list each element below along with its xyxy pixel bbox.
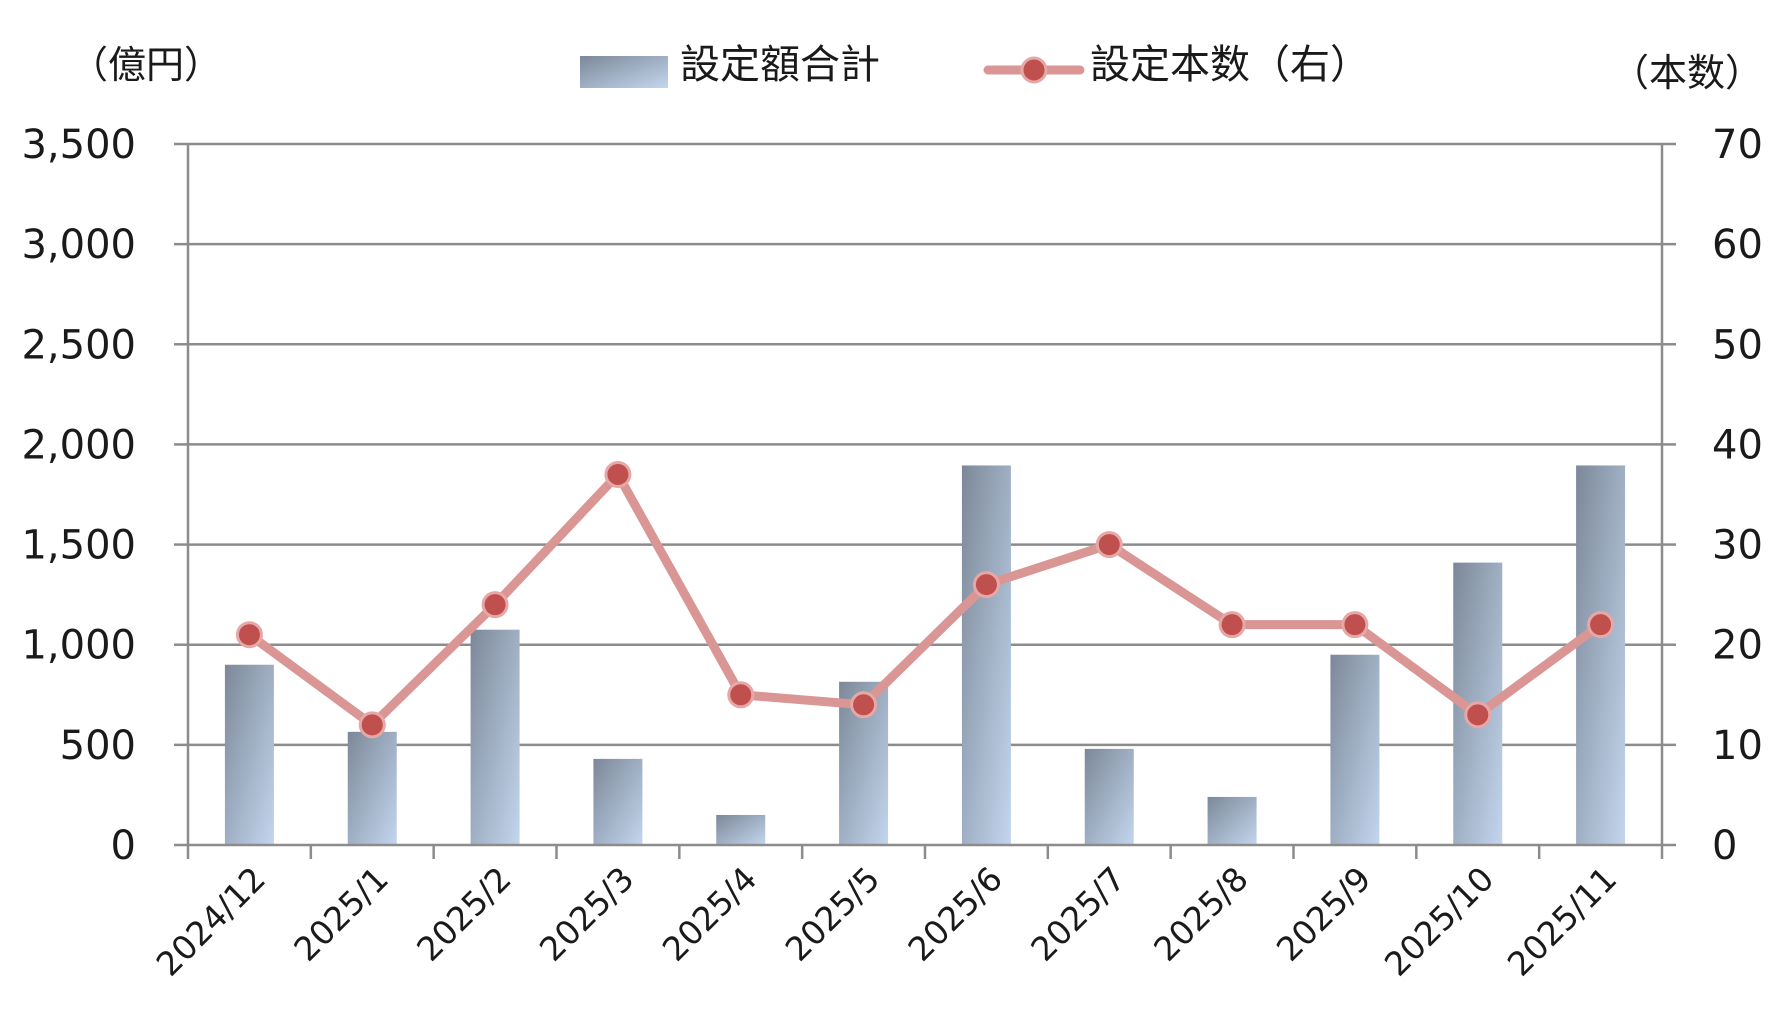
left-axis-tick-label: 2,000: [21, 422, 136, 468]
left-axis-tick-label: 500: [60, 723, 136, 769]
left-axis-tick-label: 2,500: [21, 322, 136, 368]
x-axis-tick-label: 2025/4: [655, 859, 765, 969]
line-point: [1095, 531, 1123, 559]
x-axis-tick-label: 2025/7: [1023, 859, 1133, 969]
bar: [1576, 465, 1626, 845]
left-axis-tick-label: 1,000: [21, 623, 136, 669]
right-axis-tick-label: 10: [1712, 723, 1763, 769]
right-axis-tick-label: 0: [1712, 823, 1737, 869]
legend-line-label: 設定本数（右）: [1090, 42, 1370, 88]
legend: 設定額合計 設定本数（右）: [580, 42, 1370, 88]
left-axis-unit-label: （億円）: [70, 43, 222, 87]
line-point: [1218, 611, 1246, 639]
bar: [1207, 796, 1257, 845]
bar: [1330, 654, 1380, 845]
x-axis-tick-label: 2025/1: [286, 859, 396, 969]
left-axis-tick-label: 3,000: [21, 222, 136, 268]
line-point: [1587, 611, 1615, 639]
legend-bar-label: 設定額合計: [680, 42, 880, 88]
line-point: [727, 681, 755, 709]
line-point: [850, 691, 878, 719]
bar: [224, 664, 274, 845]
right-axis-tick-label: 60: [1712, 222, 1763, 268]
bar: [593, 758, 643, 845]
legend-bar-swatch: [580, 56, 668, 88]
line-series: [235, 460, 1615, 739]
bar-series: [224, 465, 1626, 845]
line-point: [1341, 611, 1369, 639]
x-axis-tick-label: 2025/3: [532, 859, 642, 969]
x-axis-tick-label: 2025/10: [1377, 859, 1502, 984]
line-point: [481, 591, 509, 619]
line-point: [1464, 701, 1492, 729]
right-axis-tick-label: 50: [1712, 322, 1763, 368]
x-axis-tick-label: 2025/9: [1269, 859, 1379, 969]
right-axis-tick-label: 70: [1712, 122, 1763, 168]
x-axis-tick-label: 2024/12: [149, 859, 274, 984]
bar: [716, 814, 766, 845]
bar: [347, 731, 397, 845]
bar: [1084, 748, 1134, 845]
line-series-path: [244, 469, 1606, 730]
left-axis-tick-label: 1,500: [21, 523, 136, 569]
right-axis-tick-label: 20: [1712, 623, 1763, 669]
legend-line-marker: [1020, 56, 1048, 84]
line-point: [235, 621, 263, 649]
line-point: [604, 460, 632, 488]
bar: [470, 629, 520, 845]
x-axis-tick-label: 2025/2: [409, 859, 519, 969]
left-axis-tick-label: 0: [111, 823, 136, 869]
right-axis-unit-label: （本数）: [1611, 51, 1763, 95]
right-axis-tick-label: 30: [1712, 523, 1763, 569]
right-axis-tick-label: 40: [1712, 422, 1763, 468]
x-axis-tick-label: 2025/11: [1500, 859, 1625, 984]
gridlines: [188, 142, 1662, 747]
axes: [174, 142, 1676, 859]
tick-labels: 0 500 1,000 1,500 2,000 2,500 3,000 3,500 0 10 20 3…: [21, 122, 1762, 984]
line-point: [358, 711, 386, 739]
line-point: [972, 571, 1000, 599]
x-axis-tick-label: 2025/8: [1146, 859, 1256, 969]
x-axis-tick-label: 2025/6: [900, 859, 1010, 969]
left-axis-tick-label: 3,500: [21, 122, 136, 168]
x-axis-tick-label: 2025/5: [778, 859, 888, 969]
bar: [961, 465, 1011, 845]
